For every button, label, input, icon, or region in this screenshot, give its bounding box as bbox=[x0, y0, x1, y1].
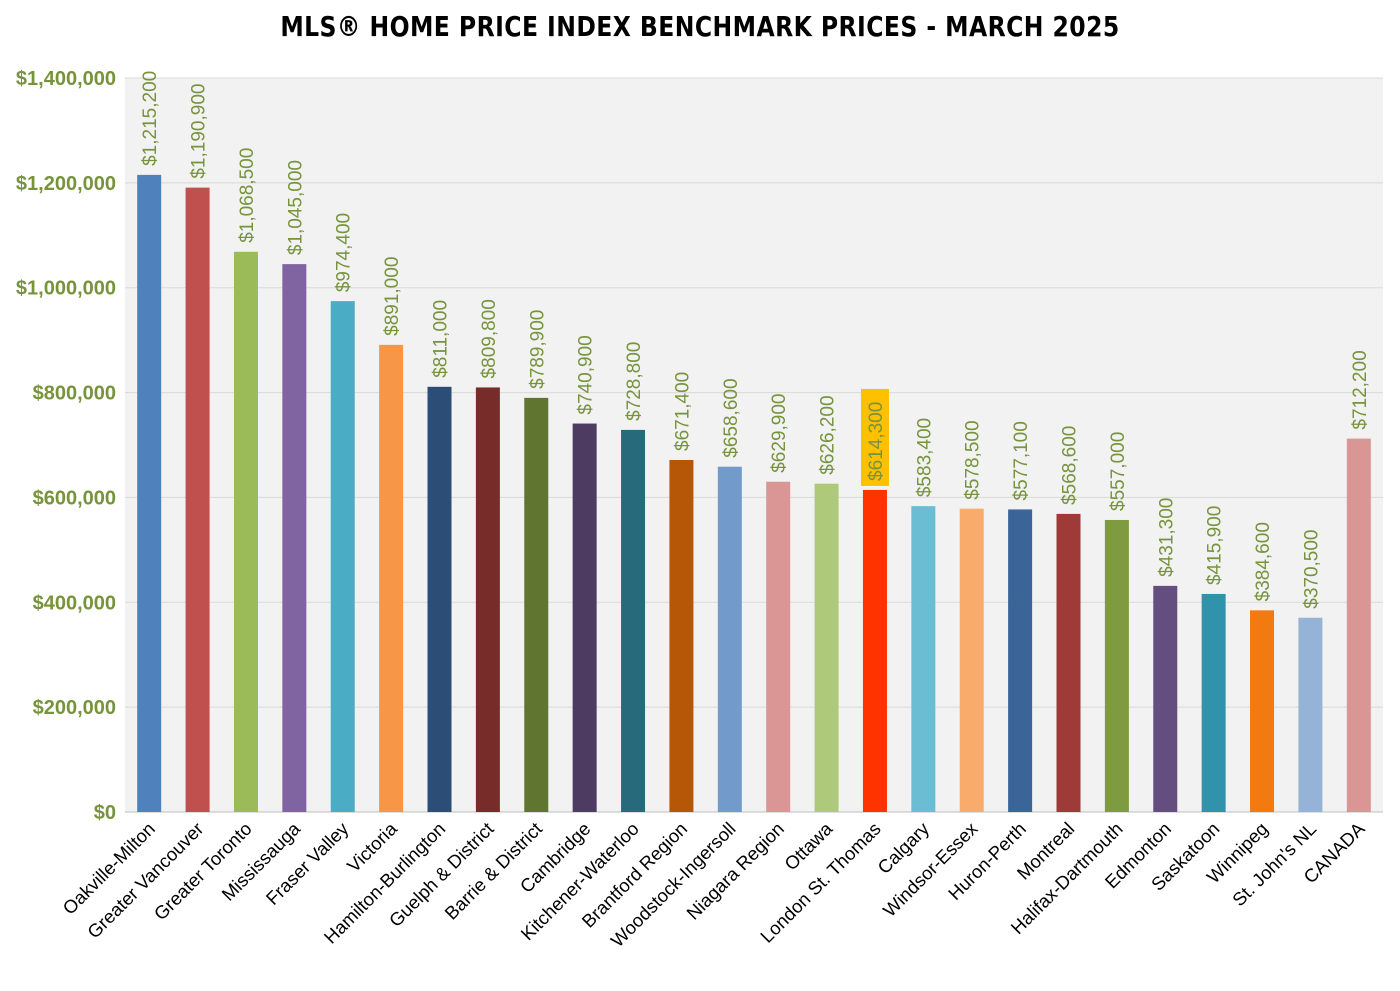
data-label: $1,068,500 bbox=[237, 148, 258, 243]
bar bbox=[233, 251, 258, 812]
data-label: $370,500 bbox=[1301, 530, 1322, 609]
data-label: $728,800 bbox=[624, 342, 645, 421]
bar bbox=[379, 344, 404, 812]
data-label: $1,190,900 bbox=[189, 84, 210, 179]
data-label: $658,600 bbox=[721, 378, 742, 457]
data-label: $1,045,000 bbox=[285, 160, 306, 255]
data-label: $384,600 bbox=[1253, 522, 1274, 601]
y-tick-label: $1,200,000 bbox=[16, 173, 116, 195]
bar bbox=[1153, 585, 1178, 812]
data-label: $809,800 bbox=[479, 299, 500, 378]
data-label: $583,400 bbox=[914, 418, 935, 497]
bar bbox=[1201, 593, 1226, 812]
data-label: $671,400 bbox=[672, 372, 693, 451]
data-label: $626,200 bbox=[818, 395, 839, 474]
bar bbox=[185, 187, 210, 812]
data-label: $629,900 bbox=[769, 394, 790, 473]
bar bbox=[862, 489, 887, 812]
data-label: $811,000 bbox=[431, 300, 452, 378]
bar bbox=[669, 459, 694, 812]
bar bbox=[1104, 519, 1129, 812]
y-tick-label: $800,000 bbox=[33, 383, 116, 405]
y-axis: $0 $200,000 $400,000 $600,000 $800,000 $1,000… bbox=[16, 68, 116, 824]
data-label: $789,900 bbox=[527, 310, 548, 389]
y-tick-label: $1,400,000 bbox=[16, 68, 116, 90]
data-label: $974,400 bbox=[334, 213, 355, 292]
data-label: $568,600 bbox=[1060, 426, 1081, 505]
bar bbox=[137, 174, 162, 812]
bar bbox=[330, 301, 355, 812]
bar bbox=[1008, 509, 1033, 812]
bar bbox=[911, 506, 936, 812]
data-label: $614,300 bbox=[866, 402, 887, 481]
data-label: $891,000 bbox=[382, 257, 403, 336]
bar bbox=[475, 387, 500, 812]
data-label: $1,215,200 bbox=[140, 71, 161, 166]
y-tick-label: $200,000 bbox=[33, 697, 116, 719]
chart-title: MLS® HOME PRICE INDEX BENCHMARK PRICES -… bbox=[280, 10, 1120, 43]
data-label-highlight bbox=[860, 388, 889, 486]
bar bbox=[1250, 610, 1275, 812]
data-labels: $1,215,200 $1,190,900 $1,068,500 $1,045,000… bbox=[140, 71, 1371, 609]
y-tick-label: $600,000 bbox=[33, 487, 116, 509]
bar bbox=[1056, 513, 1081, 812]
bar bbox=[524, 397, 549, 812]
data-label: $740,900 bbox=[576, 335, 597, 414]
y-tick-label: $400,000 bbox=[33, 592, 116, 614]
data-label: $712,200 bbox=[1350, 350, 1371, 429]
bar bbox=[282, 264, 307, 812]
data-label: $578,500 bbox=[963, 420, 984, 499]
bar bbox=[572, 423, 597, 812]
bar bbox=[959, 508, 984, 812]
data-label: $557,000 bbox=[1108, 432, 1129, 511]
bar bbox=[1346, 438, 1371, 812]
y-tick-label: $1,000,000 bbox=[16, 278, 116, 300]
bar bbox=[766, 481, 791, 812]
plot-area bbox=[125, 78, 1383, 812]
bar bbox=[717, 466, 742, 812]
bar bbox=[814, 483, 839, 812]
data-label: $577,100 bbox=[1011, 421, 1032, 500]
bar bbox=[621, 429, 646, 812]
data-label: $415,900 bbox=[1205, 506, 1226, 585]
data-label: $431,300 bbox=[1156, 498, 1177, 577]
bars bbox=[137, 174, 1371, 812]
bar bbox=[1298, 617, 1323, 812]
y-tick-label: $0 bbox=[94, 802, 116, 824]
bar bbox=[427, 386, 452, 812]
